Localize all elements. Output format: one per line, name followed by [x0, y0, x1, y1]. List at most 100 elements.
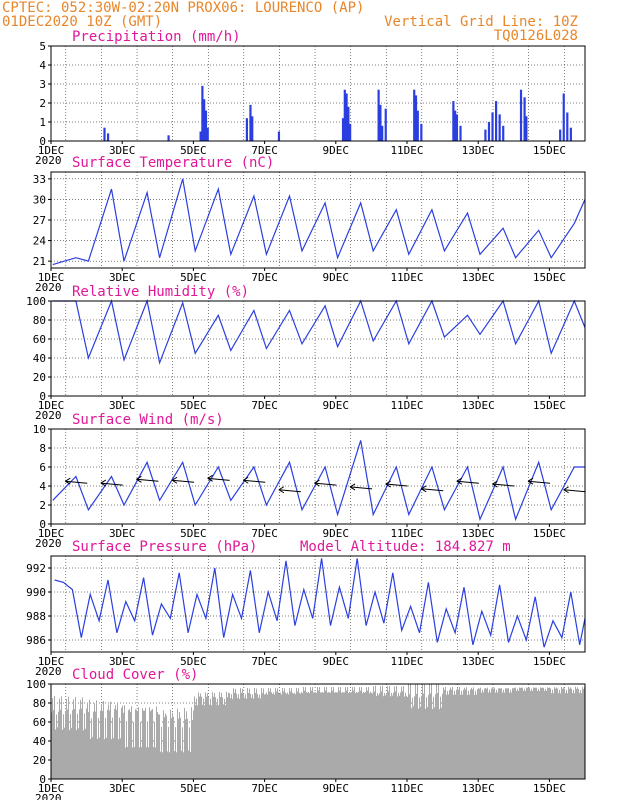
cloud-bar	[264, 694, 265, 779]
cloud-bar	[331, 687, 332, 779]
cloud-bar	[256, 688, 257, 779]
cloud-bar	[317, 686, 318, 779]
cloud-bar	[262, 693, 263, 779]
cloud-bar	[388, 691, 389, 779]
cloud-bar	[496, 689, 497, 779]
cloud-bar	[247, 688, 248, 779]
cloud-bar	[271, 692, 272, 779]
cloud-xtick-label: 15DEC	[533, 782, 566, 795]
wind-arrow	[171, 479, 195, 483]
wind-line	[52, 440, 585, 522]
cloud-bar	[568, 686, 569, 779]
cloud-bar	[368, 687, 369, 779]
cloud-bar	[195, 704, 196, 779]
precip-xtick-label: 15DEC	[533, 144, 566, 157]
cloud-bar	[583, 688, 584, 779]
cloud-bar	[302, 693, 303, 779]
wind-ytick-label: 0	[39, 518, 46, 531]
cloud-bar	[260, 698, 261, 779]
cloud-bar	[400, 692, 401, 779]
cloud-bar	[238, 694, 239, 779]
cloud-bar	[498, 688, 499, 779]
cloud-bar	[113, 738, 114, 779]
cloud-bar	[173, 716, 174, 779]
cloud-bar	[561, 686, 562, 779]
cloud-bar	[482, 689, 483, 779]
cloud-bar	[71, 728, 72, 779]
cloud-bar	[367, 690, 368, 779]
precip-bar	[343, 89, 346, 141]
cloud-bar	[313, 692, 314, 779]
cloud-bar	[98, 717, 99, 779]
cloud-bar	[550, 688, 551, 779]
pressure-ytick-label: 986	[26, 634, 46, 647]
cloud-bar	[158, 714, 159, 779]
cloud-bar	[315, 692, 316, 779]
cloud-bar	[303, 686, 304, 779]
cloud-bar	[72, 710, 73, 779]
cloud-bar	[277, 688, 278, 779]
cloud-bar	[86, 708, 87, 779]
cloud-bar	[97, 738, 98, 779]
cloud-bar	[330, 692, 331, 779]
cloud-bar	[237, 698, 238, 779]
precip-bar	[523, 97, 526, 141]
cloud-bar	[279, 693, 280, 779]
cloud-bar	[254, 687, 255, 779]
cloud-bar	[182, 727, 183, 779]
header-line1: CPTEC: 052:30W-02:20N PROX06: LOURENCO (…	[2, 0, 364, 16]
cloud-bar	[220, 696, 221, 779]
cloud-bar	[475, 690, 476, 779]
cloud-bar	[295, 694, 296, 779]
temp-ytick-label: 27	[33, 214, 46, 227]
cloud-bar	[68, 696, 69, 779]
cloud-bar	[131, 706, 132, 779]
cloud-bar	[350, 692, 351, 779]
cloud-bar	[479, 688, 480, 779]
precip-ytick-label: 4	[39, 59, 46, 72]
cloud-bar	[75, 697, 76, 779]
pressure-xtick-label: 7DEC	[251, 655, 278, 668]
temp-xtick-label: 15DEC	[533, 271, 566, 284]
temp-title: Surface Temperature (nC)	[72, 155, 274, 171]
cloud-bar	[187, 718, 188, 779]
cloud-bar	[502, 692, 503, 779]
precip-bar	[199, 131, 202, 141]
cloud-bar	[194, 696, 195, 779]
cloud-bar	[193, 710, 194, 779]
cloud-bar	[546, 690, 547, 779]
cloud-bar	[325, 690, 326, 779]
cloud-bar	[197, 705, 198, 779]
wind-arrow-head	[527, 477, 534, 485]
cloud-bar	[54, 695, 55, 779]
cloud-bar	[124, 705, 125, 779]
cloud-bar	[495, 692, 496, 779]
cloud-bar	[385, 695, 386, 779]
cloud-bar	[253, 698, 254, 779]
cloud-bar	[361, 686, 362, 779]
humidity-xtick-label: 9DEC	[323, 399, 350, 412]
cloud-xtick-label: 9DEC	[323, 782, 350, 795]
wind-arrow	[492, 483, 515, 487]
cloud-bar	[478, 688, 479, 779]
cloud-bar	[266, 692, 267, 779]
precip-bar	[525, 116, 528, 141]
precip-bar	[498, 114, 501, 141]
precip-xtick-label: 9DEC	[323, 144, 350, 157]
cloud-bar	[515, 687, 516, 779]
cloud-bar	[116, 709, 117, 779]
cloud-bar	[518, 690, 519, 779]
cloud-bar	[575, 686, 576, 779]
cloud-bar	[476, 694, 477, 779]
cloud-bar	[387, 686, 388, 779]
wind-arrow	[314, 482, 337, 486]
cloud-bar	[435, 694, 436, 779]
cloud-bar	[290, 691, 291, 779]
cloud-bar	[407, 697, 408, 779]
humidity-title: Relative Humidity (%)	[72, 284, 249, 300]
cloud-bar	[418, 708, 419, 779]
wind-xtick-label: 7DEC	[251, 527, 278, 540]
cloud-bar	[269, 691, 270, 779]
cloud-bar	[92, 737, 93, 779]
cloud-bar	[425, 708, 426, 779]
